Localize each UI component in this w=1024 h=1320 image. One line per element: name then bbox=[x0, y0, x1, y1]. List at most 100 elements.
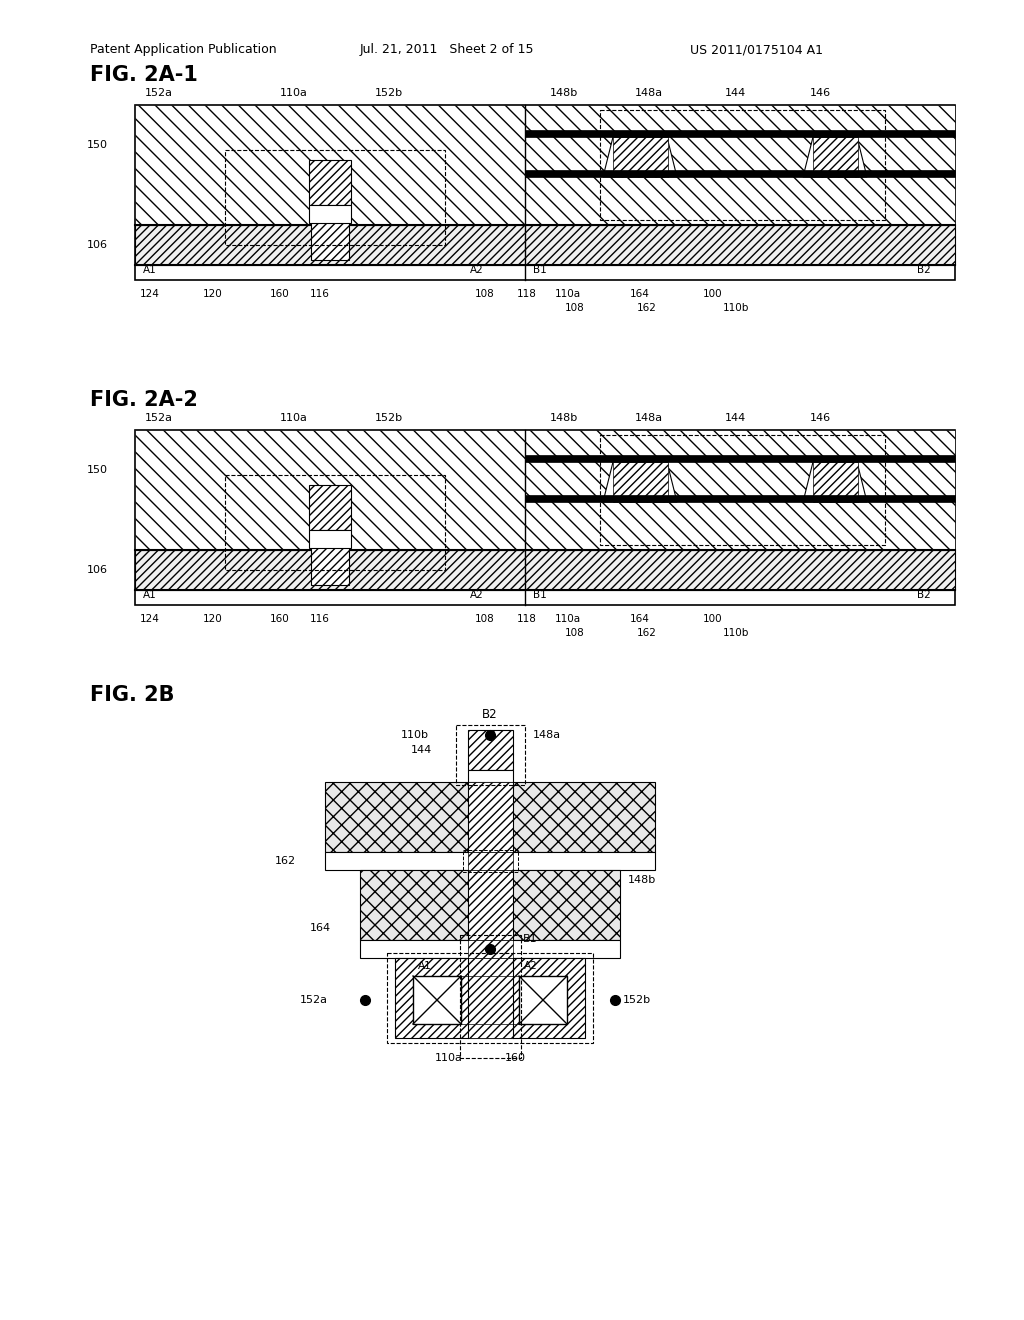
Text: 164: 164 bbox=[310, 923, 331, 933]
Text: Patent Application Publication: Patent Application Publication bbox=[90, 44, 276, 57]
Text: 162: 162 bbox=[637, 304, 656, 313]
Text: 106: 106 bbox=[87, 565, 108, 576]
Text: 108: 108 bbox=[475, 289, 495, 300]
Text: 144: 144 bbox=[411, 744, 432, 755]
Text: A2: A2 bbox=[470, 590, 483, 601]
Text: 152a: 152a bbox=[300, 995, 328, 1005]
Text: 160: 160 bbox=[270, 289, 290, 300]
Text: 160: 160 bbox=[270, 614, 290, 624]
Polygon shape bbox=[803, 462, 867, 502]
Bar bbox=[468, 870, 513, 940]
Bar bbox=[135, 224, 955, 265]
Text: 110a: 110a bbox=[555, 614, 582, 624]
Bar bbox=[468, 940, 513, 958]
Text: 124: 124 bbox=[140, 289, 160, 300]
Bar bbox=[225, 475, 445, 570]
Text: 162: 162 bbox=[637, 628, 656, 638]
Bar bbox=[309, 160, 351, 205]
Text: 118: 118 bbox=[517, 289, 537, 300]
Text: 108: 108 bbox=[565, 628, 585, 638]
Bar bbox=[309, 484, 351, 531]
Text: 144: 144 bbox=[725, 88, 746, 98]
Text: 152a: 152a bbox=[145, 88, 173, 98]
Text: 144: 144 bbox=[725, 413, 746, 422]
Text: A1: A1 bbox=[143, 265, 157, 275]
Text: A2: A2 bbox=[524, 961, 538, 972]
Text: 110a: 110a bbox=[280, 413, 308, 422]
Bar bbox=[360, 870, 620, 940]
Text: 148a: 148a bbox=[635, 88, 664, 98]
Text: 124: 124 bbox=[140, 614, 160, 624]
Polygon shape bbox=[603, 137, 677, 177]
Bar bbox=[525, 106, 955, 224]
Bar bbox=[135, 430, 955, 605]
Text: 100: 100 bbox=[703, 289, 723, 300]
Bar bbox=[613, 137, 668, 177]
Bar bbox=[468, 851, 513, 870]
Text: 110a: 110a bbox=[555, 289, 582, 300]
Text: B1: B1 bbox=[534, 265, 547, 275]
Text: 110a: 110a bbox=[435, 1053, 463, 1063]
Bar bbox=[468, 958, 513, 1038]
Text: A2: A2 bbox=[470, 265, 483, 275]
Text: 146: 146 bbox=[810, 88, 831, 98]
Text: 116: 116 bbox=[310, 289, 330, 300]
Bar bbox=[525, 170, 955, 177]
Text: 148b: 148b bbox=[628, 875, 656, 884]
Text: 110a: 110a bbox=[280, 88, 308, 98]
Bar bbox=[460, 935, 521, 1059]
Bar bbox=[519, 975, 567, 1024]
Text: B1: B1 bbox=[523, 935, 538, 944]
Text: 108: 108 bbox=[475, 614, 495, 624]
Text: B2: B2 bbox=[918, 590, 931, 601]
Text: 150: 150 bbox=[87, 140, 108, 150]
Bar bbox=[325, 781, 655, 851]
Bar bbox=[387, 953, 593, 1043]
Text: A1: A1 bbox=[418, 961, 432, 972]
Bar bbox=[461, 975, 519, 1024]
Bar bbox=[813, 462, 858, 502]
Text: 152b: 152b bbox=[375, 413, 403, 422]
Bar bbox=[395, 958, 585, 1038]
Text: 120: 120 bbox=[203, 614, 223, 624]
Text: 160: 160 bbox=[505, 1053, 526, 1063]
Bar bbox=[468, 730, 513, 770]
Text: 148a: 148a bbox=[635, 413, 664, 422]
Text: A1: A1 bbox=[143, 590, 157, 601]
Text: FIG. 2A-1: FIG. 2A-1 bbox=[90, 65, 198, 84]
Text: 120: 120 bbox=[203, 289, 223, 300]
Bar bbox=[135, 106, 955, 280]
Text: 116: 116 bbox=[310, 614, 330, 624]
Text: 118: 118 bbox=[517, 614, 537, 624]
Text: 152b: 152b bbox=[623, 995, 651, 1005]
Bar bbox=[525, 430, 955, 550]
Text: B1: B1 bbox=[534, 590, 547, 601]
Text: 164: 164 bbox=[630, 614, 650, 624]
Bar bbox=[525, 129, 955, 137]
Polygon shape bbox=[603, 462, 677, 502]
Bar bbox=[311, 205, 349, 260]
Bar bbox=[813, 137, 858, 177]
Text: 148b: 148b bbox=[550, 413, 579, 422]
Bar bbox=[135, 430, 525, 550]
Text: B2: B2 bbox=[918, 265, 931, 275]
Bar bbox=[613, 462, 668, 502]
Polygon shape bbox=[803, 137, 867, 177]
Bar bbox=[468, 781, 513, 851]
Text: 162: 162 bbox=[275, 855, 296, 866]
Bar bbox=[468, 770, 513, 781]
Bar bbox=[413, 975, 461, 1024]
Text: 150: 150 bbox=[87, 465, 108, 475]
Bar bbox=[135, 550, 955, 590]
Text: 164: 164 bbox=[630, 289, 650, 300]
Text: 152a: 152a bbox=[145, 413, 173, 422]
Bar bbox=[463, 850, 518, 873]
Bar bbox=[309, 205, 351, 223]
Text: 108: 108 bbox=[565, 304, 585, 313]
Text: FIG. 2B: FIG. 2B bbox=[90, 685, 174, 705]
Text: 148a: 148a bbox=[534, 730, 561, 741]
Bar bbox=[135, 106, 525, 224]
Bar bbox=[525, 495, 955, 502]
Text: 110b: 110b bbox=[723, 628, 750, 638]
Text: 110b: 110b bbox=[723, 304, 750, 313]
